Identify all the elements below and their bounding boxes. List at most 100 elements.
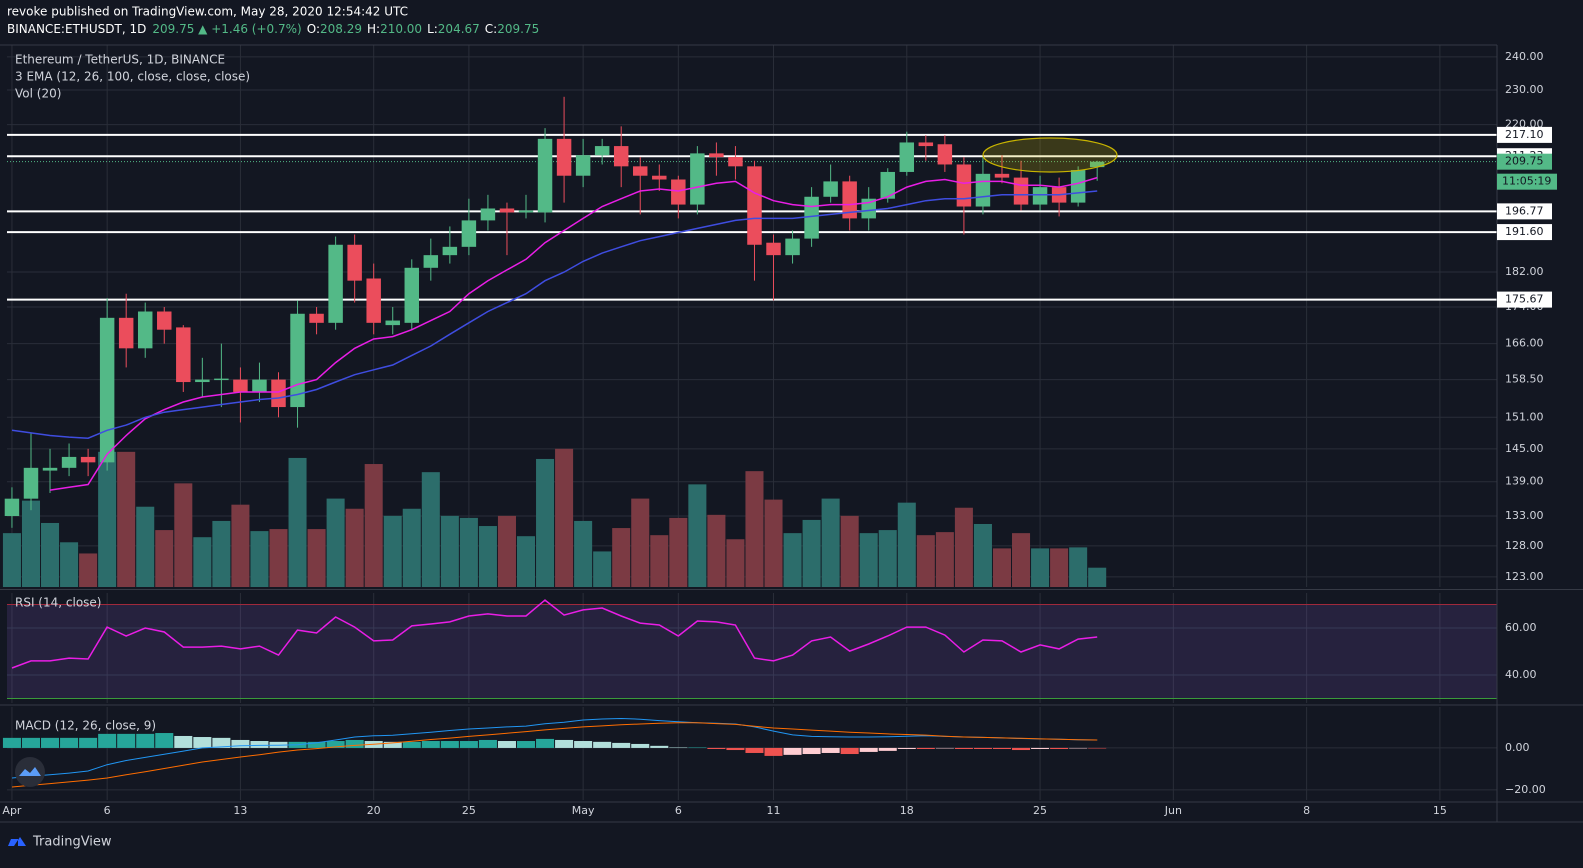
candle-body xyxy=(42,467,58,471)
ohlc-key: H: xyxy=(367,22,380,36)
x-tick-label: 20 xyxy=(367,804,381,817)
volume-bar xyxy=(555,448,574,587)
candle-body xyxy=(23,467,39,499)
x-tick-label: 15 xyxy=(1433,804,1447,817)
y-tick-label: 60.00 xyxy=(1505,621,1537,634)
macd-histogram-bar xyxy=(421,741,440,748)
ohlc-value: 204.67 xyxy=(438,22,480,36)
countdown-label: 11:05:19 xyxy=(1502,175,1551,188)
candle-body xyxy=(880,171,895,199)
macd-histogram-bar xyxy=(326,741,345,748)
ohlc-value: 209.75 xyxy=(497,22,539,36)
level-label-box xyxy=(1497,224,1552,241)
macd-histogram-bar xyxy=(859,747,878,752)
candle-body xyxy=(842,181,857,219)
volume-bar xyxy=(669,517,688,587)
symbol: BINANCE:ETHUSDT, 1D xyxy=(7,22,146,36)
candle-body xyxy=(442,246,458,256)
candle-body xyxy=(709,153,724,158)
volume-bar xyxy=(364,464,383,587)
macd-histogram-bar xyxy=(650,745,669,748)
candle-body xyxy=(823,181,838,197)
volume-label: Vol (20) xyxy=(15,87,61,101)
candle-body xyxy=(575,155,591,176)
volume-bar xyxy=(707,514,726,587)
x-tick-label: 6 xyxy=(675,804,682,817)
volume-bar xyxy=(136,506,155,587)
candle-body xyxy=(975,173,991,207)
y-tick-label: 133.00 xyxy=(1505,509,1544,522)
macd-histogram-bar xyxy=(688,747,707,749)
volume-bar xyxy=(174,483,193,587)
volume-bar xyxy=(440,515,459,587)
x-tick-label: 25 xyxy=(1033,804,1047,817)
macd-histogram-bar xyxy=(41,737,60,748)
candle-body xyxy=(747,166,762,245)
macd-histogram-bar xyxy=(193,737,212,748)
candle-body xyxy=(804,196,819,239)
indicator-label: 3 EMA (12, 26, 100, close, close, close) xyxy=(15,70,250,84)
y-tick-label: 182.00 xyxy=(1505,265,1544,278)
volume-bar xyxy=(193,537,212,587)
volume-bar xyxy=(269,529,288,587)
macd-line xyxy=(11,717,1098,779)
candle-body xyxy=(690,153,705,205)
macd-histogram-bar xyxy=(745,747,764,753)
y-tick-label: 40.00 xyxy=(1505,668,1537,681)
candle-body xyxy=(423,255,439,268)
candle-body xyxy=(613,146,629,167)
macd-histogram-bar xyxy=(840,747,859,755)
macd-histogram-bar xyxy=(307,741,326,748)
candle-body xyxy=(461,220,477,247)
candle-body xyxy=(899,142,915,172)
volume-bar xyxy=(1012,533,1031,587)
candle-body xyxy=(4,498,20,517)
macd-histogram-bar xyxy=(726,747,745,751)
y-tick-label: 166.00 xyxy=(1505,337,1544,350)
macd-histogram-bar xyxy=(155,733,174,748)
macd-histogram-bar xyxy=(954,747,973,749)
x-tick-label: 8 xyxy=(1303,804,1310,817)
candle-body xyxy=(195,379,210,383)
candle-body xyxy=(176,327,191,383)
volume-bar xyxy=(631,498,650,587)
candle-body xyxy=(137,311,153,349)
candle-body xyxy=(956,164,972,207)
volume-bar xyxy=(60,542,79,587)
candle-body xyxy=(937,144,953,165)
volume-bar xyxy=(117,451,136,587)
volume-bar xyxy=(21,500,41,587)
macd-histogram-bar xyxy=(497,741,516,748)
level-label: 196.77 xyxy=(1505,204,1544,217)
signal-line xyxy=(11,722,1098,788)
macd-histogram-bar xyxy=(250,741,269,748)
candle-body xyxy=(556,138,572,176)
candle-body xyxy=(918,142,934,147)
level-label-box xyxy=(1497,126,1552,143)
candle-body xyxy=(994,173,1010,178)
macd-histogram-bar xyxy=(631,743,650,748)
macd-histogram-bar xyxy=(459,741,478,748)
candle-body xyxy=(671,179,686,205)
y-tick-label: 123.00 xyxy=(1505,570,1544,583)
candle-body xyxy=(766,242,781,256)
y-tick-label: 158.50 xyxy=(1505,373,1544,386)
volume-bar xyxy=(726,539,745,587)
x-tick-label: May xyxy=(572,804,595,817)
candle-body xyxy=(61,456,77,468)
macd-histogram-bar xyxy=(935,747,954,749)
x-tick-label: 11 xyxy=(767,804,781,817)
macd-histogram-bar xyxy=(383,741,402,748)
macd-histogram-bar xyxy=(764,747,783,756)
candle-body xyxy=(1032,187,1048,205)
volume-bar xyxy=(326,498,345,587)
volume-bar xyxy=(840,515,859,587)
macd-histogram-bar xyxy=(1050,747,1069,749)
macd-histogram-bar xyxy=(117,733,136,748)
candle-body xyxy=(347,244,362,281)
macd-histogram-bar xyxy=(612,742,631,748)
macd-histogram-bar xyxy=(2,737,21,748)
volume-bar xyxy=(745,471,764,587)
macd-histogram-bar xyxy=(897,747,916,749)
